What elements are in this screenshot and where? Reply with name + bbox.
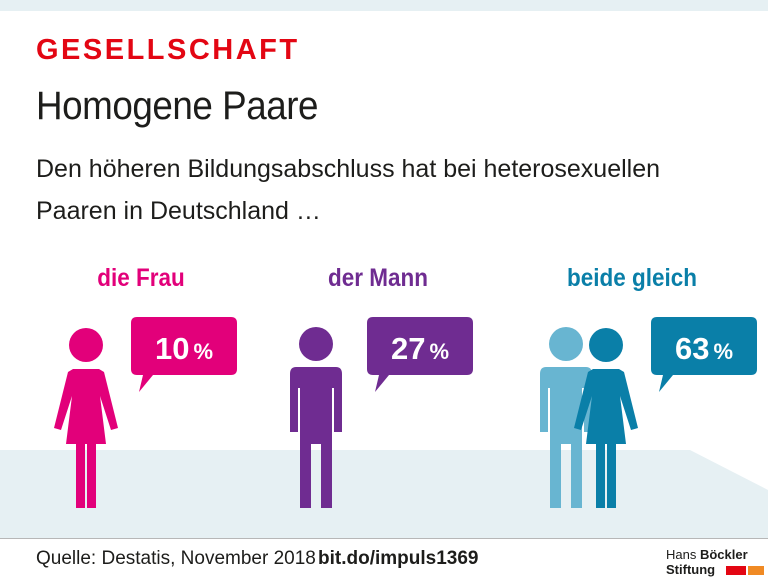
footer-divider — [0, 538, 768, 539]
category-label: die Frau — [97, 264, 185, 292]
category-label: der Mann — [327, 264, 429, 292]
page-title: Homogene Paare — [36, 84, 319, 128]
hans-boeckler-logo: Hans Böckler Stiftung — [666, 548, 766, 586]
top-band — [0, 0, 768, 11]
section-kicker: GESELLSCHAFT — [36, 34, 300, 66]
female-figure-icon — [54, 328, 118, 508]
logo-line-1: Hans Böckler — [666, 547, 748, 562]
source-note: Quelle: Destatis, November 2018 — [36, 548, 316, 569]
value-bubble-beide: 63% — [651, 317, 757, 392]
male-figure-icon — [290, 327, 342, 508]
page-subtitle: Den höheren Bildungsabschluss hat bei he… — [36, 155, 661, 225]
couple-male-figure-icon — [540, 327, 592, 508]
value-bubble-mann: 27% — [367, 317, 473, 392]
value-bubble-frau: 10% — [131, 317, 237, 392]
category-label: beide gleich — [566, 264, 698, 292]
source-link[interactable]: bit.do/impuls1369 — [318, 548, 479, 569]
logo-line-2: Stiftung — [666, 562, 716, 577]
couple-female-figure-icon — [574, 328, 638, 508]
logo-bars-icon — [726, 566, 764, 575]
